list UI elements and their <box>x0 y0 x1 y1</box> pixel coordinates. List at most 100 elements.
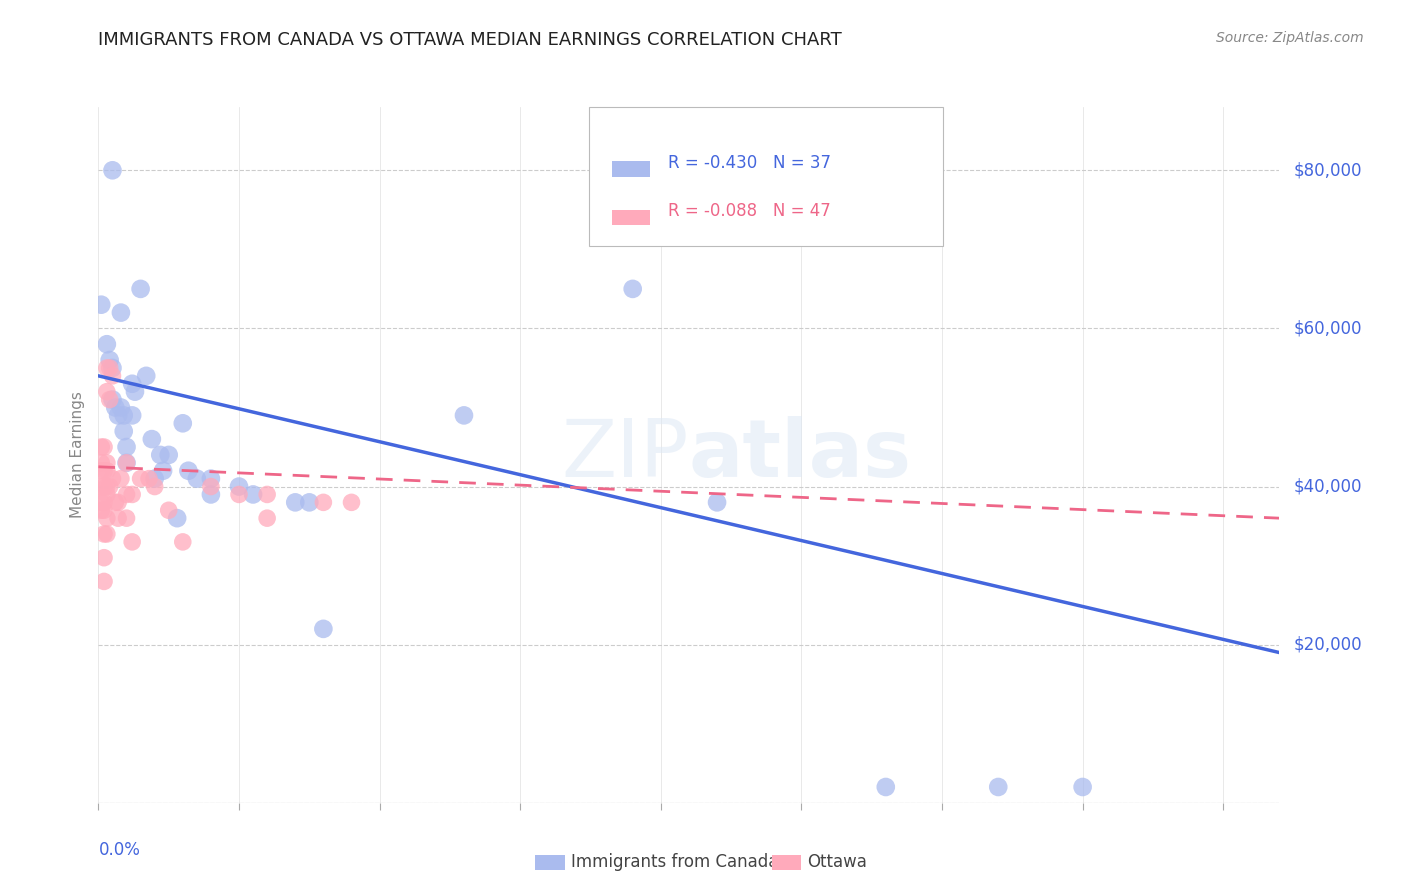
Point <box>298 495 321 509</box>
Point <box>93 550 115 565</box>
Point <box>115 440 138 454</box>
Point <box>124 384 146 399</box>
Point <box>107 409 129 423</box>
Point <box>121 535 143 549</box>
Text: 0.0%: 0.0% <box>98 841 141 859</box>
Point <box>987 780 1010 794</box>
Point <box>90 456 112 470</box>
Point <box>98 353 121 368</box>
Point <box>172 417 194 431</box>
Point <box>107 495 129 509</box>
Point <box>104 401 127 415</box>
Point <box>101 392 124 407</box>
Point <box>706 495 728 509</box>
Point <box>90 298 112 312</box>
Point <box>96 464 118 478</box>
Text: Ottawa: Ottawa <box>807 853 868 871</box>
Point <box>96 511 118 525</box>
Point <box>135 368 157 383</box>
Text: $40,000: $40,000 <box>1294 477 1362 496</box>
Point <box>104 495 127 509</box>
Text: Source: ZipAtlas.com: Source: ZipAtlas.com <box>1216 31 1364 45</box>
Point <box>93 440 115 454</box>
Point <box>115 511 138 525</box>
Point <box>875 780 897 794</box>
Point <box>112 424 135 438</box>
Bar <box>772 855 801 871</box>
Point <box>96 479 118 493</box>
Point <box>157 503 180 517</box>
Point <box>149 448 172 462</box>
Point <box>101 368 124 383</box>
Text: $60,000: $60,000 <box>1294 319 1362 337</box>
Point <box>110 305 132 319</box>
Point <box>93 495 115 509</box>
Point <box>90 495 112 509</box>
Point <box>228 479 250 493</box>
Point <box>172 535 194 549</box>
Bar <box>612 161 650 177</box>
Point <box>143 479 166 493</box>
Point <box>98 361 121 376</box>
Point <box>242 487 264 501</box>
Point <box>98 392 121 407</box>
Text: IMMIGRANTS FROM CANADA VS OTTAWA MEDIAN EARNINGS CORRELATION CHART: IMMIGRANTS FROM CANADA VS OTTAWA MEDIAN … <box>98 31 842 49</box>
FancyBboxPatch shape <box>589 107 943 246</box>
Point <box>200 479 222 493</box>
Point <box>101 472 124 486</box>
Point <box>121 487 143 501</box>
Point <box>200 472 222 486</box>
Bar <box>536 855 565 871</box>
Point <box>110 472 132 486</box>
Text: $20,000: $20,000 <box>1294 636 1362 654</box>
Point <box>93 503 115 517</box>
Point <box>93 479 115 493</box>
Text: R = -0.088   N = 47: R = -0.088 N = 47 <box>668 202 831 220</box>
Point <box>152 464 174 478</box>
Point <box>115 456 138 470</box>
Point <box>186 472 208 486</box>
Point <box>90 479 112 493</box>
Point <box>1071 780 1094 794</box>
Point <box>96 456 118 470</box>
Y-axis label: Median Earnings: Median Earnings <box>70 392 86 518</box>
Point <box>621 282 644 296</box>
Point <box>110 401 132 415</box>
Point <box>166 511 188 525</box>
Point <box>93 527 115 541</box>
Point <box>453 409 475 423</box>
Point <box>96 527 118 541</box>
Point <box>90 440 112 454</box>
Point <box>96 384 118 399</box>
Point <box>121 409 143 423</box>
Point <box>96 361 118 376</box>
Point <box>93 464 115 478</box>
Point <box>256 511 278 525</box>
Bar <box>612 210 650 226</box>
Point <box>228 487 250 501</box>
Point <box>312 495 335 509</box>
Point <box>340 495 363 509</box>
Point <box>112 409 135 423</box>
Point <box>141 432 163 446</box>
Text: ZIP: ZIP <box>561 416 689 494</box>
Point <box>115 456 138 470</box>
Point <box>96 487 118 501</box>
Point <box>96 337 118 351</box>
Point <box>312 622 335 636</box>
Point <box>138 472 160 486</box>
Point <box>157 448 180 462</box>
Point <box>129 282 152 296</box>
Point <box>93 574 115 589</box>
Point <box>98 479 121 493</box>
Point <box>121 376 143 391</box>
Point <box>90 464 112 478</box>
Text: atlas: atlas <box>689 416 912 494</box>
Point <box>284 495 307 509</box>
Point <box>143 472 166 486</box>
Point <box>115 487 138 501</box>
Text: Immigrants from Canada: Immigrants from Canada <box>571 853 778 871</box>
Point <box>177 464 200 478</box>
Point <box>101 361 124 376</box>
Point <box>101 163 124 178</box>
